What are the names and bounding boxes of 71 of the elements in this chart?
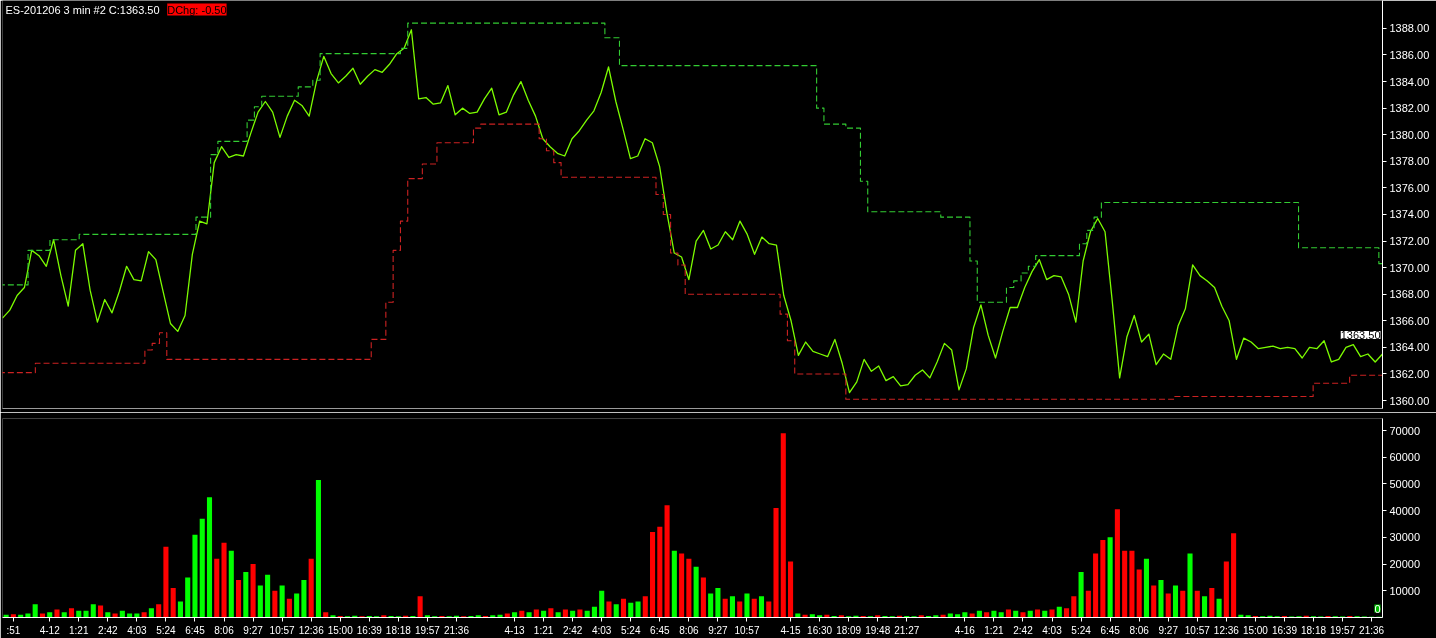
x-tick-label: 9:27 (708, 624, 729, 636)
x-tick-label: 5:24 (1071, 624, 1092, 636)
y-tick-label: 1370.00 (1389, 261, 1430, 274)
x-tick-label: 16:39 (356, 624, 383, 636)
y-tick-label: 1384.00 (1389, 75, 1430, 88)
x-tick-label: 19:57 (1330, 624, 1356, 636)
x-tick-label: 1:21 (984, 624, 1005, 636)
y-tick-label: 40000 (1389, 504, 1421, 517)
y-tick-label: 70000 (1389, 424, 1421, 437)
x-tick-label: 6:45 (650, 624, 670, 636)
x-tick-label: 8:06 (1129, 624, 1150, 636)
x-tick-label: 18:18 (385, 624, 412, 636)
y-tick-label: 1388.00 (1389, 22, 1430, 35)
y-tick-label: 1378.00 (1389, 155, 1430, 168)
y-tick-label: 60000 (1389, 451, 1421, 464)
y-tick-label: 1364.00 (1389, 341, 1430, 354)
x-tick-label: 10:57 (734, 624, 760, 636)
chart-title: ES-201206 3 min #2 C:1363.50 (5, 3, 160, 16)
y-tick-label: 10000 (1389, 584, 1421, 597)
x-tick-label: 1:21 (69, 624, 89, 636)
x-tick-label: 8:06 (214, 624, 235, 636)
x-tick-label: 12:36 (298, 624, 325, 636)
x-tick-label: 15:00 (327, 624, 354, 636)
y-tick-label: 1372.00 (1389, 235, 1430, 248)
x-tick-label: 4:03 (1042, 624, 1063, 636)
y-tick-label: 1362.00 (1389, 367, 1430, 380)
x-tick-label: 16:39 (1271, 624, 1298, 636)
x-tick-label: 9:27 (243, 624, 264, 636)
annotation: 0 (1374, 602, 1381, 615)
x-tick-label: 5:24 (156, 624, 177, 636)
x-tick-label: 2:42 (1013, 624, 1034, 636)
annotation: DChg: -0.50 (167, 3, 227, 16)
x-tick-label: 19:48 (865, 624, 891, 636)
x-tick-label: 4-12 (39, 624, 61, 636)
x-tick-label: 4-13 (504, 624, 525, 636)
x-tick-label: 4-16 (954, 624, 976, 636)
x-tick-label: 18:18 (1300, 624, 1327, 636)
x-tick-label: 10:57 (269, 624, 296, 636)
x-tick-label: 21:27 (894, 624, 920, 636)
y-tick-label: 1368.00 (1389, 288, 1430, 301)
x-tick-label: 21:36 (1359, 624, 1385, 636)
annotation: 1363.50 (1340, 329, 1381, 342)
y-tick-label: 1374.00 (1389, 208, 1430, 221)
y-tick-label: 1380.00 (1389, 128, 1430, 141)
y-tick-label: 1382.00 (1389, 102, 1430, 115)
x-tick-label: 21:36 (443, 624, 470, 636)
x-tick-label: 2:42 (562, 624, 583, 636)
x-tick-label: 8:06 (679, 624, 700, 636)
x-tick-label: 12:36 (1213, 624, 1240, 636)
x-tick-label: 16:30 (807, 624, 833, 636)
x-tick-label: 10:57 (1184, 624, 1211, 636)
x-tick-label: 9:27 (1158, 624, 1179, 636)
x-tick-label: 4:03 (591, 624, 612, 636)
x-tick-label: 1:21 (533, 624, 554, 636)
y-tick-label: 1386.00 (1389, 48, 1430, 61)
x-tick-label: 15:00 (1242, 624, 1269, 636)
x-tick-label: 6:45 (1100, 624, 1121, 636)
y-tick-label: 20000 (1389, 558, 1421, 571)
x-tick-label: 4-15 (780, 624, 801, 636)
y-tick-label: 30000 (1389, 531, 1421, 544)
y-tick-label: 1366.00 (1389, 314, 1430, 327)
x-tick-label: 19:57 (414, 624, 441, 636)
x-tick-label: 4:03 (127, 624, 148, 636)
y-tick-label: 50000 (1389, 477, 1421, 490)
x-tick-label: 18:09 (836, 624, 862, 636)
x-tick-label: 6:45 (185, 624, 206, 636)
y-tick-label: 1376.00 (1389, 181, 1430, 194)
y-tick-label: 1360.00 (1389, 394, 1430, 407)
x-tick-label: :51 (6, 624, 21, 636)
x-tick-label: 2:42 (98, 624, 118, 636)
x-tick-label: 5:24 (621, 624, 641, 636)
